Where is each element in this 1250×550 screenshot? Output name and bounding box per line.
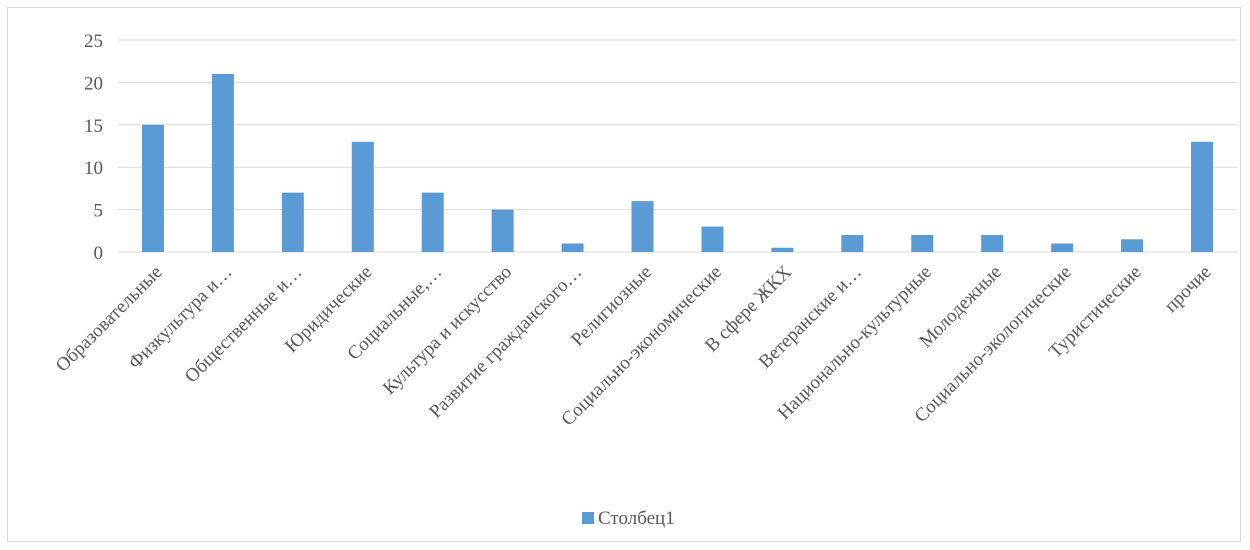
y-tick-label-20: 20 bbox=[84, 73, 103, 94]
legend: Столбец1 bbox=[582, 508, 675, 529]
bar-3 bbox=[281, 192, 304, 252]
bar-11 bbox=[841, 235, 864, 252]
bar-15 bbox=[1121, 239, 1144, 252]
bar-10 bbox=[771, 247, 794, 252]
bar-9 bbox=[701, 226, 724, 252]
y-tick-label-5: 5 bbox=[94, 201, 104, 222]
bar-13 bbox=[981, 235, 1004, 252]
bar-1 bbox=[141, 124, 164, 252]
x-category-label-6: Культура и искусство bbox=[379, 262, 516, 399]
x-category-label-3: Общественные и… bbox=[181, 262, 306, 387]
bar-2 bbox=[211, 73, 234, 252]
bar-7 bbox=[561, 243, 584, 252]
bar-16 bbox=[1191, 141, 1214, 252]
bar-5 bbox=[421, 192, 444, 252]
y-tick-label-0: 0 bbox=[94, 243, 104, 264]
legend-swatch bbox=[582, 512, 594, 524]
gridlines bbox=[118, 39, 1237, 253]
y-tick-label-15: 15 bbox=[84, 116, 103, 137]
bar-6 bbox=[491, 209, 514, 252]
legend-label-series-1: Столбец1 bbox=[598, 508, 675, 529]
y-axis-ticks: 0 5 10 15 20 25 bbox=[84, 31, 103, 264]
x-category-label-16: прочие bbox=[1161, 262, 1216, 317]
bar-4 bbox=[351, 141, 374, 252]
bar-14 bbox=[1051, 243, 1074, 252]
y-tick-label-25: 25 bbox=[84, 31, 103, 52]
bars bbox=[141, 73, 1214, 252]
bar-12 bbox=[911, 235, 934, 252]
y-tick-label-10: 10 bbox=[84, 158, 103, 179]
bar-8 bbox=[631, 201, 654, 252]
